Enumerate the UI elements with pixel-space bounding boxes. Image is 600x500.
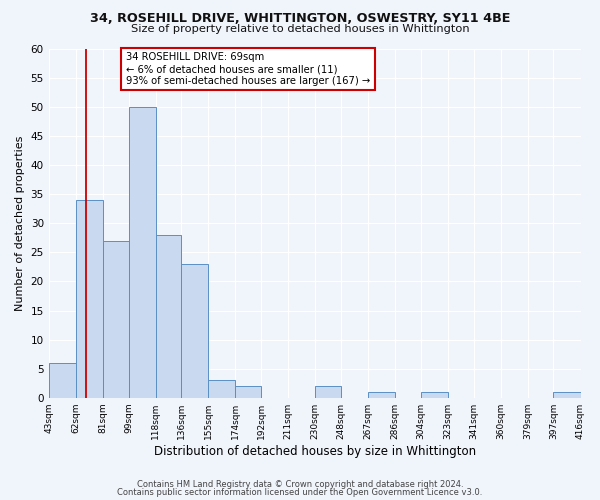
- Bar: [128, 107, 155, 398]
- Bar: [315, 386, 341, 398]
- Y-axis label: Number of detached properties: Number of detached properties: [15, 136, 25, 311]
- Bar: [76, 200, 103, 398]
- Bar: [103, 241, 128, 398]
- Bar: [421, 392, 448, 398]
- Bar: [553, 392, 581, 398]
- Bar: [368, 392, 395, 398]
- X-axis label: Distribution of detached houses by size in Whittington: Distribution of detached houses by size …: [154, 444, 476, 458]
- Bar: [49, 363, 76, 398]
- Text: Contains HM Land Registry data © Crown copyright and database right 2024.: Contains HM Land Registry data © Crown c…: [137, 480, 463, 489]
- Bar: [235, 386, 261, 398]
- Text: Size of property relative to detached houses in Whittington: Size of property relative to detached ho…: [131, 24, 469, 34]
- Text: Contains public sector information licensed under the Open Government Licence v3: Contains public sector information licen…: [118, 488, 482, 497]
- Bar: [208, 380, 235, 398]
- Bar: [181, 264, 208, 398]
- Bar: [155, 235, 181, 398]
- Text: 34 ROSEHILL DRIVE: 69sqm
← 6% of detached houses are smaller (11)
93% of semi-de: 34 ROSEHILL DRIVE: 69sqm ← 6% of detache…: [126, 52, 370, 86]
- Text: 34, ROSEHILL DRIVE, WHITTINGTON, OSWESTRY, SY11 4BE: 34, ROSEHILL DRIVE, WHITTINGTON, OSWESTR…: [90, 12, 510, 26]
